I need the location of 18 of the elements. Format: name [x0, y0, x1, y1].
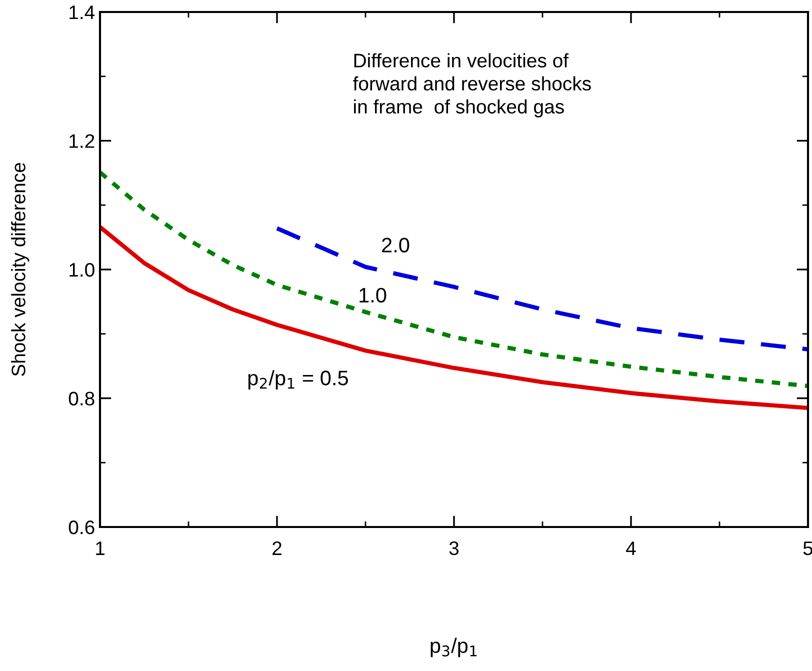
y-tick-label: 1.0 [70, 262, 94, 277]
y-tick-label: 0.8 [68, 392, 94, 406]
x-axis-title: p$_{3}$/p$_{1}$ [430, 638, 477, 658]
series-label: 2.0 [382, 238, 410, 253]
line-series [274, 226, 808, 352]
y-tick-label: 1.2 [70, 134, 94, 148]
line-series [100, 170, 808, 388]
series-label: 1.0 [360, 288, 386, 303]
annotation: Difference in velocities of forward and reverse shocks in frame of shocked gas [353, 53, 591, 118]
x-tick-label: 2 [272, 541, 282, 555]
x-tick-label: 3 [449, 541, 459, 556]
series-label: p$_{2}$/p$_{1}$ = 0.5 [248, 370, 348, 390]
x-tick-label: 1 [96, 542, 104, 555]
y-axis-title: Shock velocity difference [11, 162, 30, 376]
x-tick-label: 4 [626, 542, 636, 555]
y-tick-label: 0.6 [68, 520, 94, 534]
y-tick-label: 1.4 [70, 6, 95, 20]
line-series [100, 224, 808, 410]
